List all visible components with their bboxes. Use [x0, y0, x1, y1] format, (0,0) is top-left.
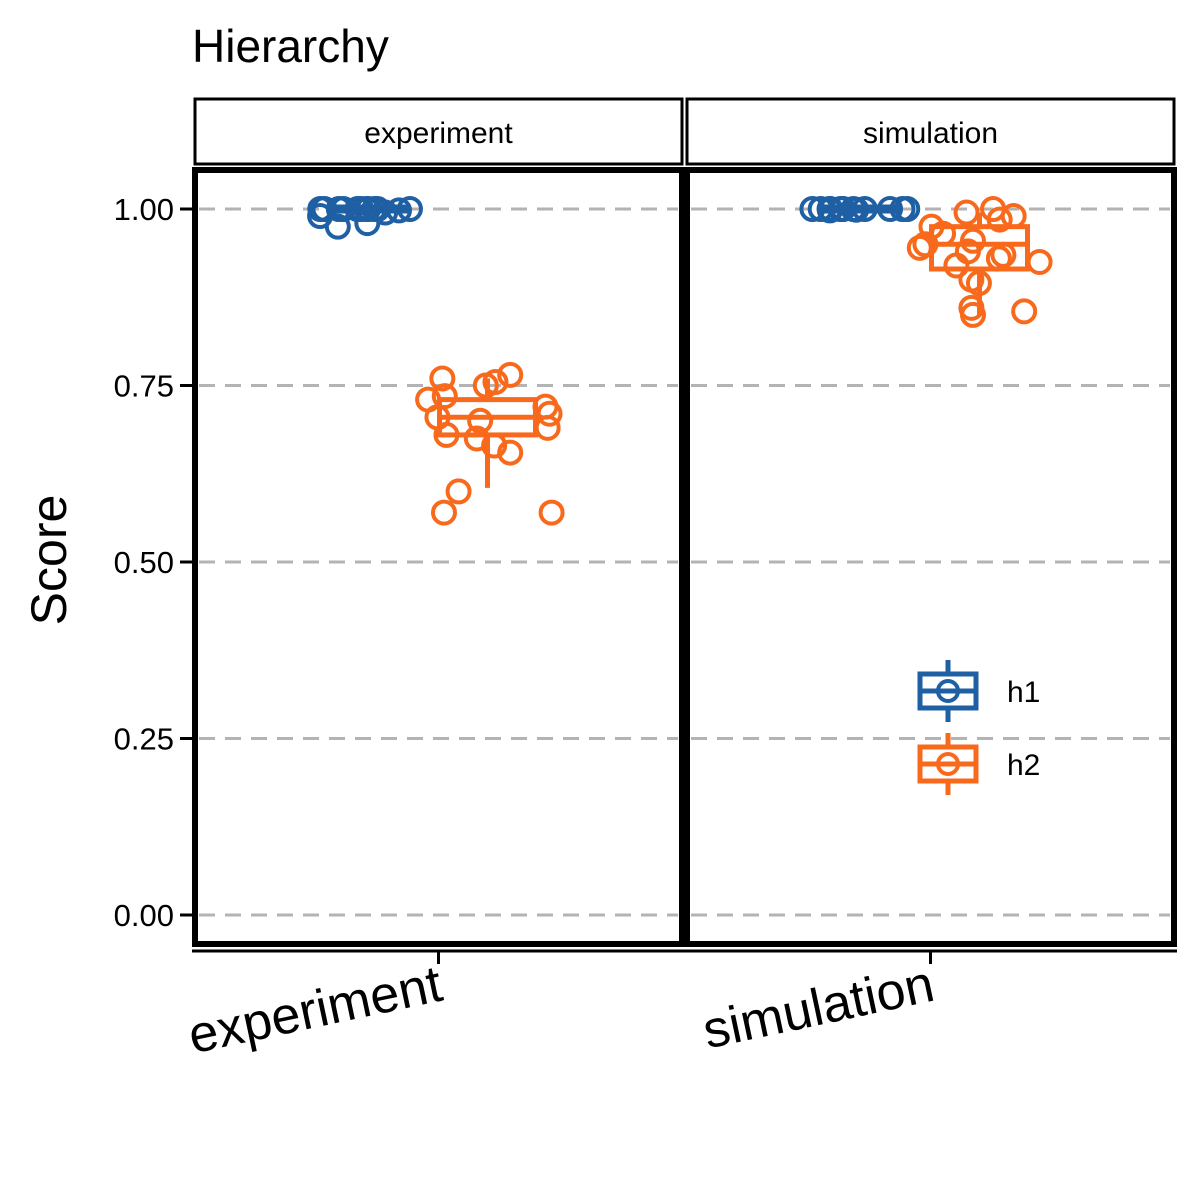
- point-h2: [467, 407, 494, 434]
- point-h2: [481, 432, 508, 459]
- point-h1: [889, 196, 916, 222]
- y-tick-label: 1.00: [114, 192, 174, 227]
- point-h2: [985, 245, 1012, 272]
- y-tick-label: 0.50: [114, 545, 174, 580]
- point-h2: [472, 372, 499, 399]
- facet-strip: [193, 97, 684, 166]
- facet-strip-label: simulation: [863, 117, 998, 150]
- y-tick-label: 0.25: [114, 722, 174, 757]
- chart-title: Hierarchy: [192, 20, 389, 72]
- x-tick-label: experiment: [183, 955, 447, 1065]
- point-h2: [943, 252, 970, 279]
- point-h2: [906, 234, 933, 261]
- point-h2: [497, 361, 524, 388]
- point-h2: [965, 270, 992, 297]
- point-h2: [986, 206, 1013, 233]
- y-tick-label: 0.00: [114, 898, 174, 933]
- y-axis-label: Score: [21, 495, 77, 626]
- point-h2: [497, 439, 524, 466]
- point-h1: [355, 196, 382, 222]
- legend-label-h2: h2: [1007, 749, 1040, 782]
- point-h1: [877, 196, 904, 222]
- point-h1: [396, 196, 423, 222]
- point-h2: [953, 199, 980, 226]
- y-tick-label: 0.75: [114, 369, 174, 404]
- gridlines: [199, 207, 1170, 917]
- point-h2: [1026, 248, 1053, 275]
- legend: h1 h2: [917, 660, 1040, 795]
- legend-key-point: [936, 752, 960, 776]
- point-h1: [829, 196, 856, 222]
- facet-panel-border: [192, 167, 685, 947]
- facet-panels: experiment simulation: [192, 97, 1177, 953]
- point-h2: [534, 414, 561, 441]
- point-h1: [843, 196, 870, 223]
- point-h2: [990, 241, 1017, 268]
- y-axis-ticks: 0.00 0.25 0.50 0.75 1.00: [114, 192, 195, 933]
- point-h2: [959, 301, 986, 328]
- legend-key-point: [936, 679, 960, 703]
- facet-panel-border: [684, 167, 1177, 947]
- point-h1: [799, 196, 826, 222]
- point-h1: [386, 197, 413, 224]
- x-tick-label: simulation: [698, 955, 939, 1060]
- point-h2: [536, 400, 563, 427]
- point-h1: [354, 210, 381, 237]
- point-h2: [445, 478, 472, 505]
- point-h1: [324, 213, 351, 240]
- x-axis-ticks: experiment simulation: [183, 951, 939, 1065]
- data-layer: [307, 196, 1053, 526]
- point-h2: [433, 421, 460, 448]
- point-h1: [816, 197, 843, 224]
- point-h2: [429, 365, 456, 392]
- point-h1: [330, 196, 357, 222]
- point-h2: [430, 499, 457, 526]
- point-h2: [538, 499, 565, 526]
- legend-label-h1: h1: [1007, 676, 1040, 709]
- point-h2: [1011, 298, 1038, 325]
- point-h2: [1000, 203, 1027, 230]
- facet-strip-label: experiment: [364, 117, 513, 150]
- facet-strip: [685, 97, 1176, 166]
